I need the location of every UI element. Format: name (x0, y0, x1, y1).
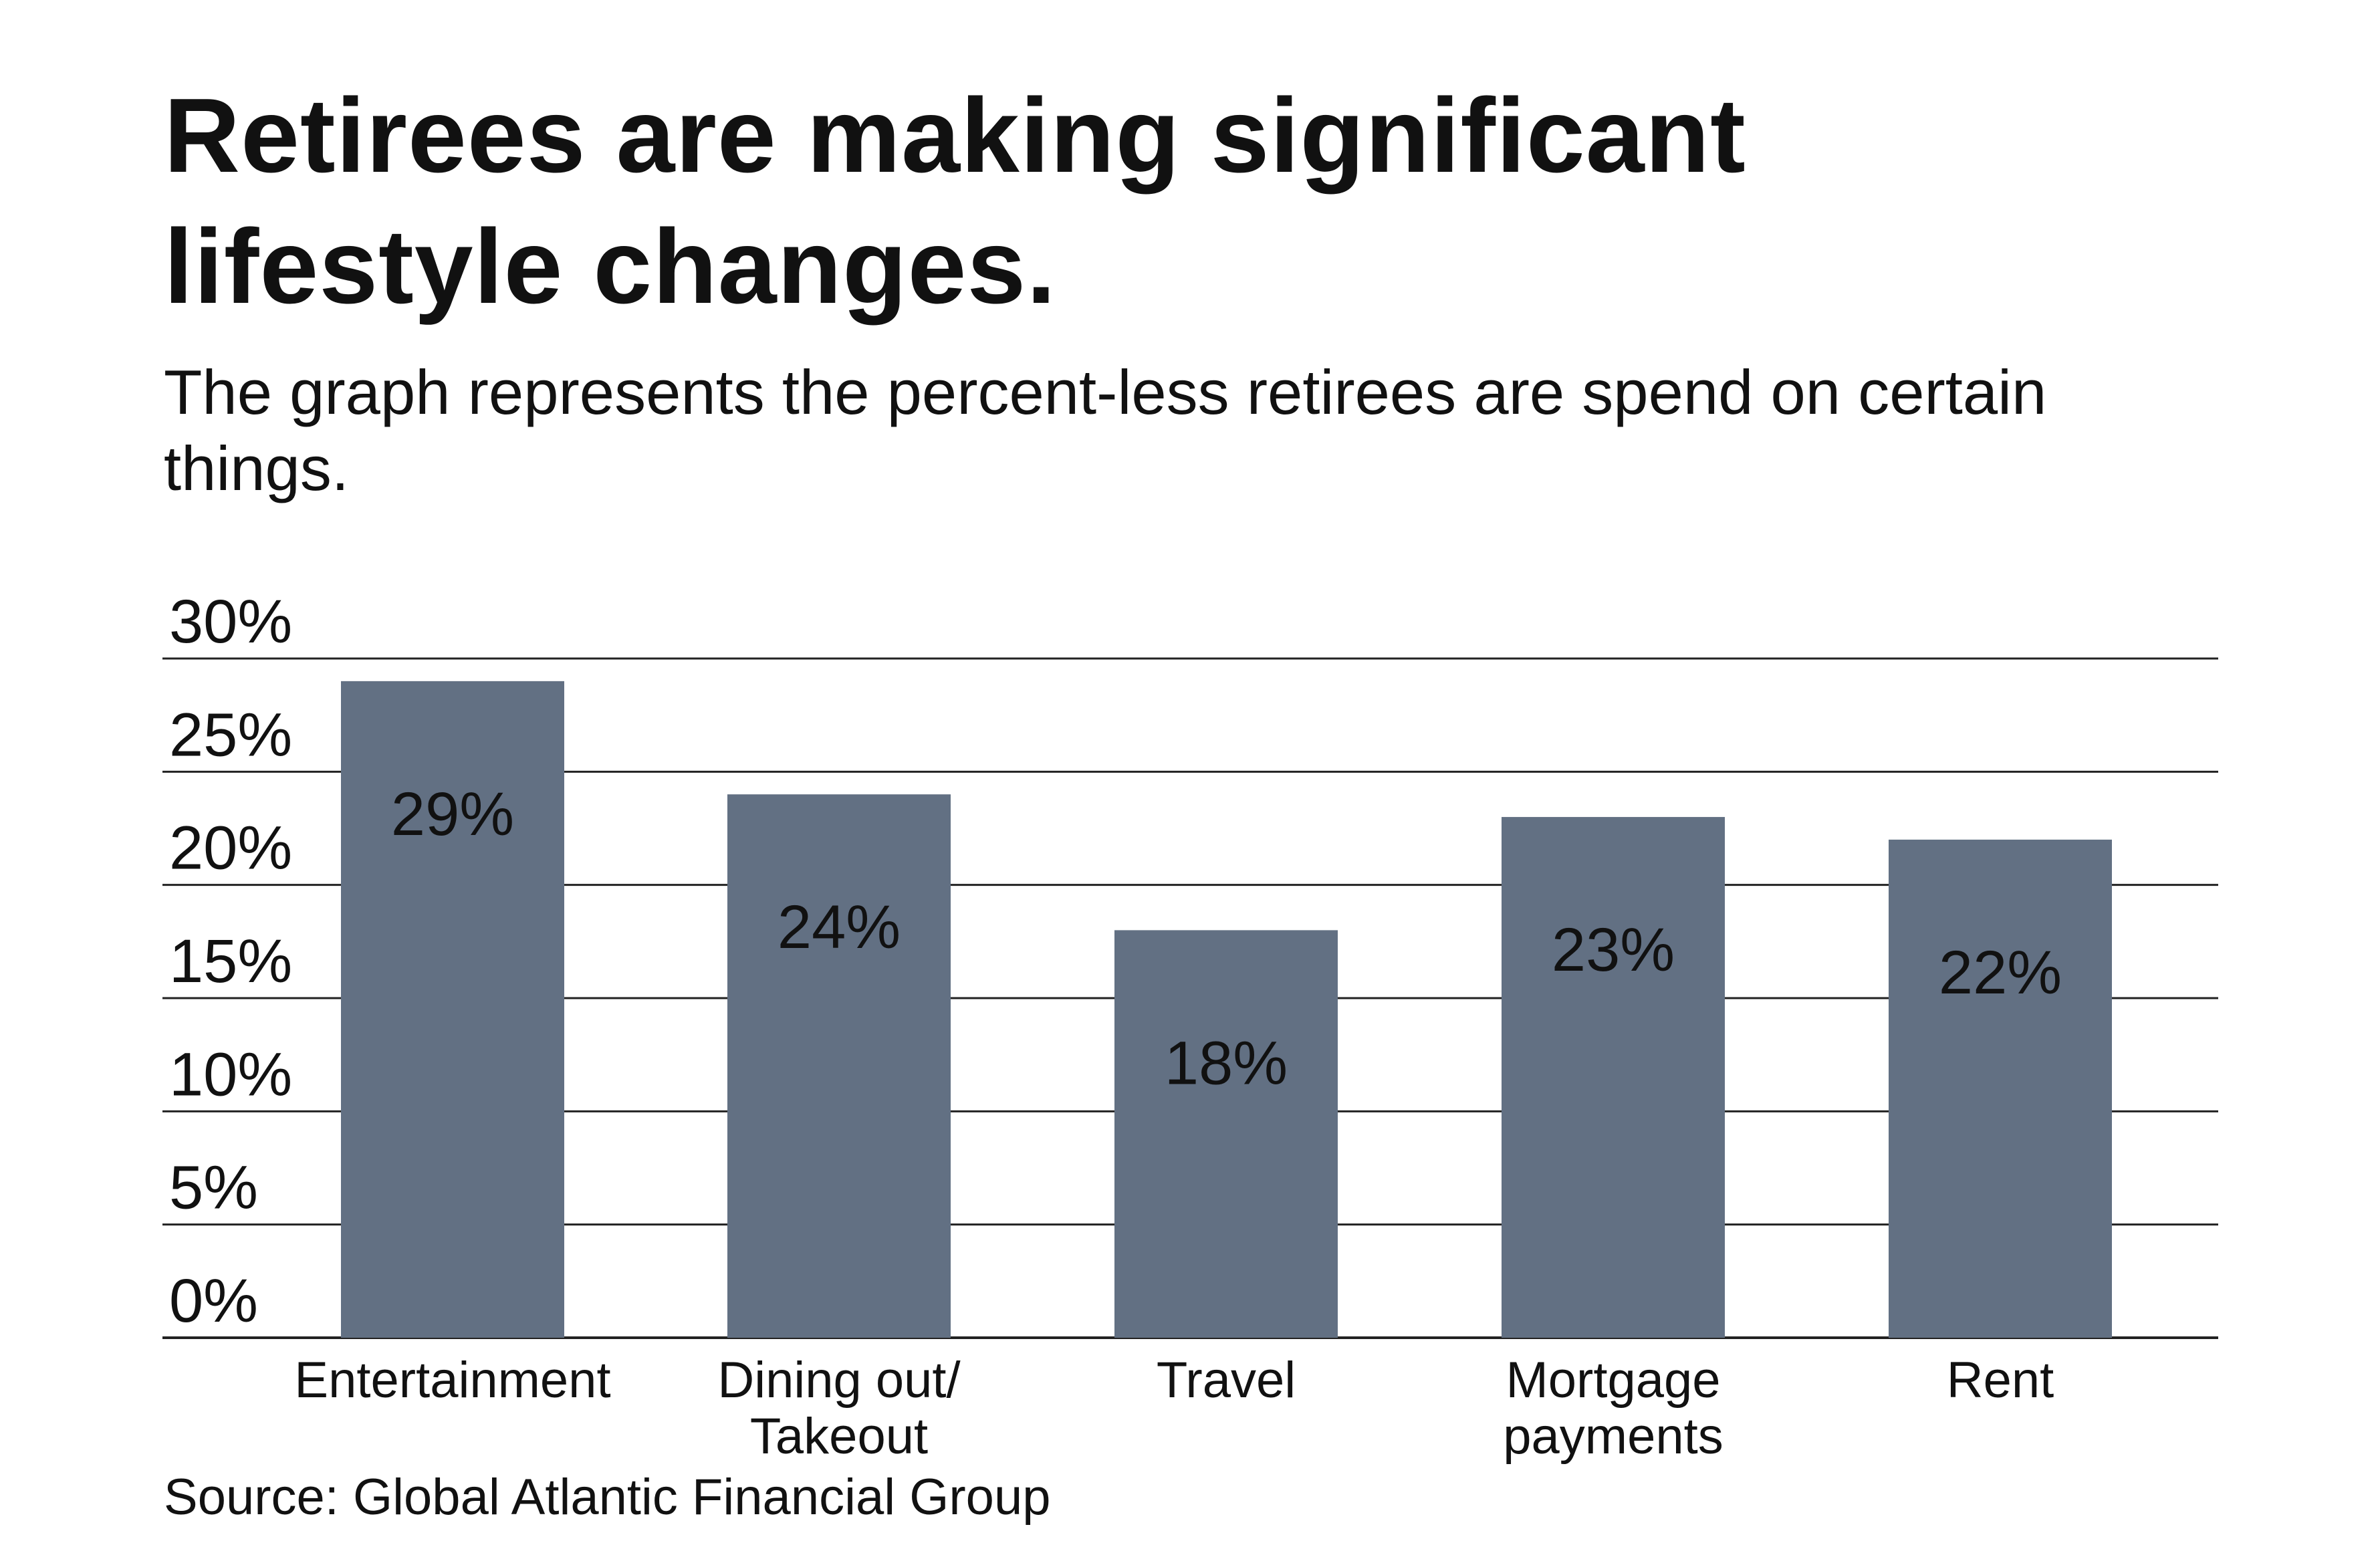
x-category-label: Mortgage payments (1503, 1352, 1723, 1465)
bar-value-label: 24% (778, 893, 901, 961)
data-labels: 29% 24% 18% 23% 22% (391, 780, 2062, 1098)
y-tick-label: 15% (169, 927, 292, 995)
bar (1889, 839, 2112, 1338)
bar (1502, 817, 1725, 1338)
y-axis-ticks: 0% 5% 10% 15% 20% 25% 30% (169, 588, 292, 1335)
bar (1114, 930, 1338, 1338)
y-tick-label: 30% (169, 588, 292, 656)
bar-value-label: 23% (1552, 916, 1675, 984)
y-tick-label: 10% (169, 1040, 292, 1108)
x-category-label: Rent (1947, 1352, 2054, 1409)
chart-subtitle: The graph represents the percent-less re… (164, 357, 2047, 503)
source-note: Source: Global Atlantic Financial Group (164, 1469, 1051, 1526)
bar-value-label: 18% (1165, 1029, 1288, 1097)
y-tick-label: 5% (169, 1154, 258, 1222)
x-category-label: Dining out/Takeout (717, 1352, 961, 1465)
x-category-label: Entertainment (294, 1352, 610, 1409)
y-tick-label: 0% (169, 1267, 258, 1335)
chart-title: Retirees are making significant lifestyl… (164, 77, 1746, 326)
bars (341, 681, 2112, 1338)
bar (727, 794, 951, 1338)
x-axis-categories: Entertainment Dining out/Takeout Travel Mor… (294, 1352, 2054, 1465)
bar (341, 681, 564, 1338)
x-category-label: Travel (1157, 1352, 1296, 1409)
y-tick-label: 25% (169, 701, 292, 769)
y-tick-label: 20% (169, 814, 292, 882)
bar-value-label: 22% (1939, 939, 2062, 1007)
bar-value-label: 29% (391, 780, 514, 848)
